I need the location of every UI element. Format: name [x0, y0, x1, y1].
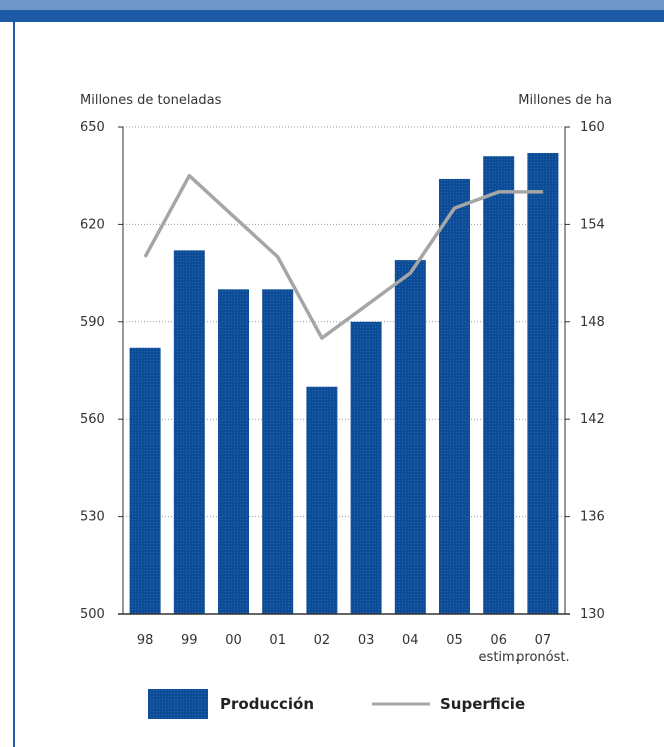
y-right-tick-label: 142	[580, 412, 605, 427]
series-point	[144, 256, 146, 258]
series-point	[409, 272, 411, 274]
series-point	[188, 175, 190, 177]
bar	[218, 289, 249, 614]
y-left-tick-label: 650	[80, 120, 105, 135]
line-series	[143, 173, 544, 340]
legend-bar-swatch	[148, 689, 208, 719]
y-right-tick-label: 148	[580, 315, 605, 330]
x-tick-label: 98	[137, 633, 154, 648]
axes: 500 130 530 136 560 142 590 148 620 154 650 160 98 99…	[80, 120, 605, 665]
bar	[350, 321, 382, 614]
x-tick-label: 05	[446, 633, 463, 648]
y-right-label: Millones de ha	[518, 93, 612, 108]
legend: Producción Superficie	[148, 689, 525, 719]
y-left-tick-label: 500	[80, 607, 105, 622]
series-point	[498, 191, 500, 193]
y-right-tick-label: 154	[580, 217, 605, 232]
y-left-tick-label: 530	[80, 510, 105, 525]
bar	[129, 347, 161, 614]
x-tick-sublabel: pronóst.	[516, 650, 569, 665]
bar	[394, 260, 426, 614]
y-right-tick-label: 160	[580, 120, 605, 135]
y-right-tick-label: 136	[580, 510, 605, 525]
y-left-tick-label: 620	[80, 217, 105, 232]
series-point	[233, 215, 234, 217]
bar	[527, 152, 559, 614]
y-left-tick-label: 560	[80, 412, 105, 427]
y-left-label: Millones de toneladas	[80, 93, 222, 108]
bar	[483, 156, 515, 614]
header-band-light	[0, 0, 664, 10]
series-point	[365, 305, 367, 307]
x-tick-sublabel: estim.	[479, 650, 519, 665]
bar	[439, 178, 470, 615]
y-left-tick-label: 590	[80, 315, 105, 330]
bar	[173, 250, 205, 614]
x-tick-label: 04	[402, 633, 419, 648]
bar	[262, 289, 294, 614]
series-point	[542, 191, 544, 193]
bar	[306, 386, 338, 614]
x-tick-label: 01	[269, 633, 286, 648]
series-line	[143, 173, 543, 340]
legend-bar-label: Producción	[220, 695, 314, 713]
series-point	[454, 207, 455, 209]
x-tick-label: 07	[535, 633, 552, 648]
x-tick-label: 00	[225, 633, 242, 648]
header-band	[0, 10, 664, 22]
x-tick-label: 99	[181, 633, 198, 648]
frame-left-rule	[13, 22, 15, 747]
series-point	[321, 337, 323, 339]
bar-series	[129, 152, 559, 615]
legend-line-label: Superficie	[440, 695, 525, 713]
x-tick-label: 06	[490, 633, 507, 648]
x-tick-label: 02	[314, 633, 331, 648]
y-right-tick-label: 130	[580, 607, 605, 622]
x-tick-label: 03	[358, 633, 375, 648]
series-point	[277, 256, 279, 258]
